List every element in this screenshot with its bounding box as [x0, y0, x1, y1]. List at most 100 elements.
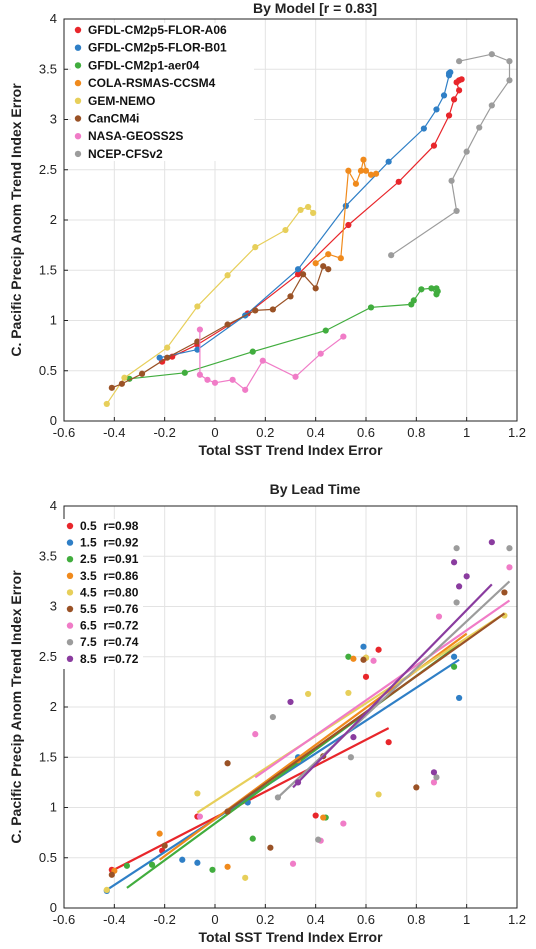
data-point — [287, 698, 294, 706]
chart-title: By Lead Time — [270, 481, 361, 497]
data-point — [345, 653, 352, 660]
data-point — [269, 713, 276, 721]
data-point — [450, 559, 458, 566]
data-point — [194, 790, 201, 797]
data-point — [123, 862, 131, 869]
data-point — [305, 203, 312, 211]
data-point — [435, 613, 443, 620]
legend-entry: 0.5 r=0.98 — [80, 519, 139, 533]
y-tick-label: 3.5 — [39, 548, 57, 563]
x-tick-label: 0.2 — [256, 425, 274, 440]
data-point — [388, 252, 395, 259]
data-point — [138, 370, 146, 377]
legend-entry: 2.5 r=0.91 — [80, 552, 139, 566]
legend-entry: GFDL-CM2p1-aer04 — [88, 58, 200, 72]
data-point — [299, 271, 307, 278]
legend-marker — [74, 79, 82, 87]
x-tick-label: 0.8 — [407, 425, 425, 440]
data-point — [312, 260, 319, 267]
data-point — [506, 564, 513, 571]
legend-entry: 3.5 r=0.86 — [80, 569, 139, 583]
x-tick-label: 0.8 — [407, 912, 425, 927]
data-point — [103, 400, 110, 408]
data-point — [196, 371, 203, 378]
y-tick-label: 3.5 — [39, 61, 57, 76]
series-line — [111, 265, 329, 389]
data-point — [360, 656, 367, 663]
y-tick-label: 4 — [50, 498, 57, 513]
data-point — [345, 167, 352, 174]
data-point — [317, 350, 324, 357]
data-point — [194, 338, 201, 345]
fit-line — [196, 612, 506, 814]
data-point — [430, 769, 438, 776]
data-point — [367, 171, 375, 178]
y-tick-label: 3 — [50, 112, 57, 127]
fit-line — [111, 727, 390, 872]
data-point — [350, 655, 357, 662]
y-tick-label: 4 — [50, 11, 57, 26]
legend-entry: NCEP-CFSv2 — [88, 147, 163, 161]
x-tick-label: -0.2 — [153, 912, 175, 927]
data-point — [456, 583, 463, 590]
chart-title: By Model [r = 0.83] — [253, 0, 377, 16]
legend-entry: 8.5 r=0.72 — [80, 652, 139, 666]
x-tick-label: 0 — [211, 425, 218, 440]
legend-marker — [74, 150, 82, 158]
data-point — [430, 779, 438, 786]
data-point — [448, 177, 455, 184]
data-point — [121, 374, 128, 381]
legend-entry: 4.5 r=0.80 — [80, 585, 139, 599]
data-point — [252, 244, 259, 251]
legend-box — [63, 519, 143, 669]
data-point — [161, 842, 168, 849]
data-point — [440, 92, 448, 99]
legend-marker — [66, 622, 74, 629]
data-point — [345, 689, 352, 697]
legend-marker — [74, 62, 82, 69]
data-point — [164, 354, 171, 361]
legend-entry: GEM-NEMO — [88, 94, 155, 108]
data-point — [418, 286, 425, 293]
data-point — [196, 813, 203, 820]
series-COLA-RSMAS-CCSM4 — [312, 156, 380, 267]
data-point — [395, 178, 402, 185]
x-axis-label: Total SST Trend Index Error — [198, 929, 383, 945]
data-point — [224, 760, 231, 767]
data-point — [420, 125, 427, 132]
data-point — [164, 344, 171, 351]
legend-marker — [66, 605, 74, 613]
series-GFDL-CM2p1-aer04 — [126, 285, 441, 382]
legend-marker — [74, 44, 82, 51]
data-point — [224, 272, 231, 279]
data-point — [259, 357, 266, 364]
data-point — [242, 874, 249, 881]
data-point — [456, 87, 463, 94]
x-tick-label: 0.2 — [256, 912, 274, 927]
data-point — [506, 58, 513, 65]
x-tick-label: -0.6 — [53, 912, 75, 927]
series-line — [106, 206, 314, 405]
data-point — [362, 673, 370, 680]
data-point — [345, 221, 352, 229]
data-point — [211, 379, 219, 386]
legend-marker — [66, 556, 74, 563]
x-tick-label: 1.2 — [508, 425, 526, 440]
data-point — [413, 784, 420, 791]
legend-marker — [74, 26, 82, 34]
data-point — [289, 860, 297, 867]
data-point — [297, 206, 304, 214]
data-point — [445, 112, 453, 119]
y-tick-label: 0 — [50, 900, 57, 915]
data-point — [375, 646, 382, 653]
y-tick-label: 1.5 — [39, 749, 57, 764]
data-point — [352, 180, 360, 187]
y-tick-label: 1.5 — [39, 262, 57, 277]
panel-by-lead-time: By Lead Time -0.6 -0.4 -0.2 0 0.2 0.4 0.6 0.8 1 1… — [8, 481, 526, 945]
x-tick-label: -0.2 — [153, 425, 175, 440]
data-point — [410, 297, 417, 304]
series-CanCM4i — [108, 263, 332, 391]
x-tick-label: -0.4 — [103, 425, 125, 440]
x-tick-label: -0.6 — [53, 425, 75, 440]
